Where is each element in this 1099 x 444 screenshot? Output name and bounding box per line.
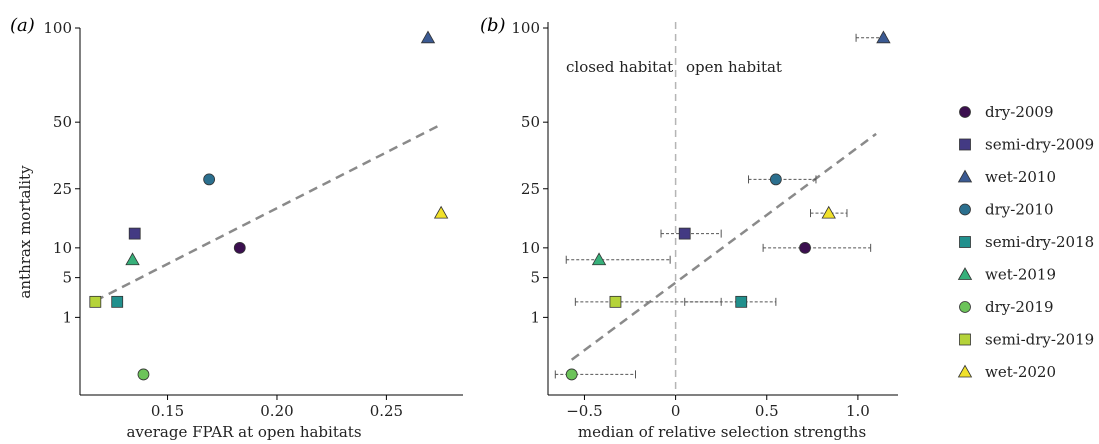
data-point <box>609 295 622 308</box>
error-bar <box>554 370 636 379</box>
legend-item: wet-2010 <box>957 168 1056 186</box>
legend-item: semi-dry-2018 <box>959 233 1094 251</box>
error-bar <box>660 229 722 238</box>
y-tick-label: 100 <box>43 19 72 37</box>
legend-item: semi-dry-2009 <box>959 136 1094 154</box>
legend-item: dry-2009 <box>959 103 1054 121</box>
open-habitat-label: open habitat <box>686 58 782 76</box>
x-tick-label: 0.5 <box>755 402 779 420</box>
legend-marker <box>957 169 973 183</box>
legend-label: dry-2009 <box>985 103 1054 121</box>
data-point <box>821 205 836 219</box>
data-point <box>565 368 578 381</box>
legend-label: wet-2010 <box>985 168 1056 186</box>
panel-b-error-bars <box>554 33 886 379</box>
data-point <box>735 295 748 308</box>
y-tick-label: 10 <box>53 239 72 257</box>
y-tick-label: 50 <box>521 113 540 131</box>
legend-marker <box>959 301 971 313</box>
data-point <box>233 241 246 254</box>
data-point <box>125 252 140 266</box>
panel-a-trendline <box>94 123 442 302</box>
legend-marker <box>959 333 971 346</box>
error-bar <box>574 297 722 306</box>
panel-b-x-axis-label: median of relative selection strengths <box>578 423 866 441</box>
data-point <box>769 173 782 186</box>
panel-a: (a) anthrax mortality average FPAR at op… <box>10 15 463 441</box>
legend-marker <box>957 364 973 378</box>
panel-a-x-ticks: 0.15 0.20 0.25 <box>151 395 403 420</box>
error-bar <box>684 297 777 306</box>
y-tick-label: 1 <box>62 308 72 326</box>
legend-label: dry-2010 <box>985 201 1054 219</box>
error-bar <box>748 175 817 184</box>
data-point <box>137 368 150 381</box>
data-point <box>591 252 607 266</box>
legend-label: wet-2019 <box>985 266 1056 284</box>
legend-marker <box>957 267 973 280</box>
legend-item: wet-2020 <box>957 363 1056 381</box>
data-point <box>433 205 449 219</box>
x-tick-label: 0.15 <box>151 402 184 420</box>
panel-a-label: (a) <box>10 15 35 36</box>
legend-label: semi-dry-2009 <box>985 136 1094 154</box>
panel-b-x-ticks: −0.5 0 0.5 1.0 <box>566 395 870 420</box>
y-tick-label: 1 <box>530 308 540 326</box>
data-point <box>111 295 124 308</box>
y-tick-label: 100 <box>511 19 540 37</box>
data-point <box>203 173 216 186</box>
data-point <box>128 227 141 240</box>
panel-b-y-ticks: 1 5 10 25 50 100 <box>511 19 548 326</box>
y-tick-label: 25 <box>521 180 540 198</box>
legend-marker <box>959 106 971 118</box>
y-tick-label: 5 <box>62 269 72 287</box>
x-tick-label: 0 <box>671 402 681 420</box>
y-tick-label: 25 <box>53 180 72 198</box>
legend-label: dry-2019 <box>985 298 1054 316</box>
panel-a-y-axis-label: anthrax mortality <box>16 165 34 299</box>
legend-marker <box>959 138 971 151</box>
legend-marker <box>959 203 971 216</box>
panel-a-points <box>89 30 449 381</box>
x-tick-label: 0.25 <box>370 402 403 420</box>
data-point <box>678 227 691 240</box>
panel-b-trendline <box>570 132 877 361</box>
x-tick-label: −0.5 <box>566 402 602 420</box>
data-point <box>420 30 436 44</box>
panel-a-x-axis-label: average FPAR at open habitats <box>126 423 361 441</box>
legend-label: semi-dry-2019 <box>985 331 1094 349</box>
y-tick-label: 5 <box>530 269 540 287</box>
error-bar <box>762 243 872 252</box>
error-bar <box>565 255 671 264</box>
legend-label: wet-2020 <box>985 363 1056 381</box>
error-bar <box>810 209 848 218</box>
legend-item: wet-2019 <box>957 266 1056 284</box>
y-tick-label: 50 <box>53 113 72 131</box>
panel-b: (b) median of relative selection strengt… <box>480 15 898 441</box>
legend-item: dry-2019 <box>959 298 1054 316</box>
legend-label: semi-dry-2018 <box>985 233 1094 251</box>
data-point <box>89 295 102 308</box>
x-tick-label: 0.20 <box>260 402 293 420</box>
x-tick-label: 1.0 <box>846 402 870 420</box>
data-point <box>799 241 811 254</box>
legend-marker <box>959 236 971 248</box>
panel-b-label: (b) <box>480 15 506 36</box>
y-tick-label: 10 <box>521 239 540 257</box>
legend-item: dry-2010 <box>959 201 1054 219</box>
panel-a-y-ticks: 1 5 10 25 50 100 <box>43 19 80 326</box>
legend-item: semi-dry-2019 <box>959 331 1094 349</box>
data-point <box>876 30 891 44</box>
closed-habitat-label: closed habitat <box>566 58 673 76</box>
panel-b-points <box>565 30 891 381</box>
legend: dry-2009 semi-dry-2009 wet-2010 dry-2010 sem… <box>957 103 1094 381</box>
